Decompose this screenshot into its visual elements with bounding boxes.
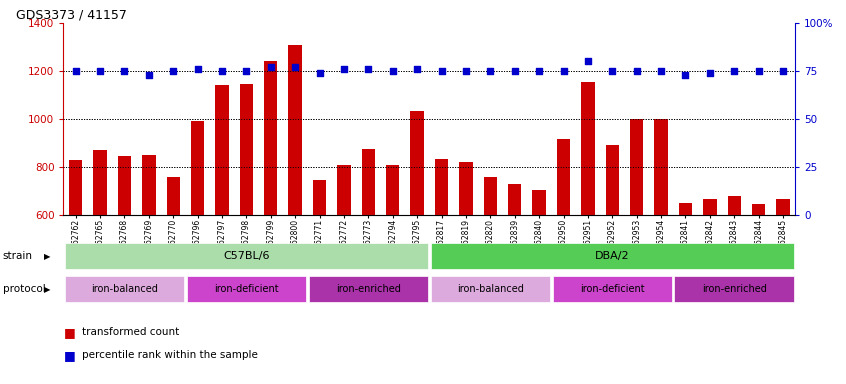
Bar (484, 177, 497, 215)
Bar (410, 111, 424, 215)
Point (142, 72, 156, 78)
Point (410, 66, 424, 72)
Point (69, 68, 82, 74)
Text: ▶: ▶ (44, 285, 51, 294)
Point (313, 70, 327, 76)
Bar (508, 184, 521, 215)
Text: iron-deficient: iron-deficient (580, 284, 645, 294)
Bar (187, 276, 306, 302)
Bar (215, 86, 228, 215)
Point (361, 66, 375, 72)
Point (777, 68, 790, 74)
Point (630, 68, 644, 74)
Bar (361, 149, 375, 215)
Point (435, 68, 448, 74)
Bar (64, 276, 184, 302)
Bar (93, 150, 107, 215)
Point (728, 68, 741, 74)
Bar (532, 190, 546, 215)
Point (581, 58, 595, 65)
Bar (338, 165, 351, 215)
Point (215, 68, 228, 74)
Bar (552, 276, 672, 302)
Bar (557, 139, 570, 215)
Point (654, 68, 667, 74)
Bar (167, 177, 180, 215)
Bar (64, 243, 428, 269)
Bar (703, 199, 717, 215)
Point (264, 64, 277, 70)
Bar (431, 276, 550, 302)
Text: ■: ■ (63, 326, 75, 339)
Text: percentile rank within the sample: percentile rank within the sample (82, 350, 258, 360)
Bar (459, 162, 473, 215)
Point (678, 72, 692, 78)
Bar (728, 196, 741, 215)
Point (288, 64, 302, 70)
Bar (654, 119, 667, 215)
Bar (309, 276, 428, 302)
Bar (435, 159, 448, 215)
Text: GDS3373 / 41157: GDS3373 / 41157 (16, 9, 127, 22)
Bar (678, 203, 692, 215)
Bar (142, 155, 156, 215)
Point (191, 66, 205, 72)
Point (703, 70, 717, 76)
Point (239, 68, 253, 74)
Text: DBA/2: DBA/2 (595, 251, 629, 262)
Text: ■: ■ (63, 349, 75, 362)
Point (118, 68, 131, 74)
Text: strain: strain (3, 251, 32, 261)
Point (532, 68, 546, 74)
Bar (288, 45, 302, 215)
Text: iron-balanced: iron-balanced (457, 284, 524, 294)
Bar (386, 165, 399, 215)
Bar (191, 121, 205, 215)
Point (752, 68, 766, 74)
Bar (118, 156, 131, 215)
Point (167, 68, 180, 74)
Text: ▶: ▶ (44, 252, 51, 261)
Bar (752, 204, 766, 215)
Bar (431, 243, 794, 269)
Bar (777, 199, 790, 215)
Text: iron-deficient: iron-deficient (214, 284, 278, 294)
Bar (630, 119, 644, 215)
Text: transformed count: transformed count (82, 327, 179, 337)
Bar (674, 276, 794, 302)
Bar (239, 84, 253, 215)
Text: protocol: protocol (3, 284, 46, 294)
Bar (581, 82, 595, 215)
Point (93, 68, 107, 74)
Point (557, 68, 570, 74)
Point (606, 68, 619, 74)
Text: iron-enriched: iron-enriched (702, 284, 766, 294)
Bar (264, 61, 277, 215)
Point (386, 68, 399, 74)
Point (508, 68, 521, 74)
Text: C57BL/6: C57BL/6 (223, 251, 270, 262)
Text: iron-balanced: iron-balanced (91, 284, 158, 294)
Bar (313, 180, 327, 215)
Bar (69, 160, 82, 215)
Text: iron-enriched: iron-enriched (336, 284, 401, 294)
Point (338, 66, 351, 72)
Point (484, 68, 497, 74)
Point (459, 68, 473, 74)
Bar (606, 146, 619, 215)
